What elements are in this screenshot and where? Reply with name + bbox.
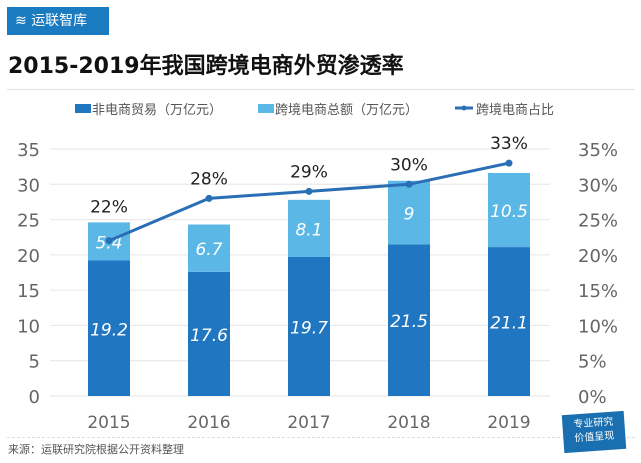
- title-divider: [7, 89, 635, 90]
- bar-ecom: [388, 180, 430, 245]
- legend-label: 跨境电商总额（万亿元）: [275, 103, 418, 118]
- bar-non-ecom: [188, 271, 230, 396]
- bar-ecom: [188, 224, 230, 272]
- y-tick-label: 30: [17, 175, 40, 196]
- share-point: [105, 237, 113, 245]
- y-tick-label: 5: [29, 352, 40, 373]
- legend-label: 跨境电商占比: [476, 103, 554, 118]
- data-label-non-ecom: 19.2: [90, 320, 128, 340]
- x-tick-label: 2018: [387, 413, 430, 433]
- data-label-non-ecom: 21.1: [490, 314, 528, 334]
- y-tick-label: 15: [17, 281, 40, 302]
- y2-tick-label: 20%: [578, 246, 618, 267]
- chart-title: 2015-2019年我国跨境电商外贸渗透率: [8, 54, 404, 79]
- bar-non-ecom: [388, 244, 430, 396]
- brand-logo: ≋ 运联智库: [7, 7, 109, 35]
- share-label: 33%: [490, 134, 528, 154]
- y-tick-label: 10: [17, 316, 40, 337]
- bar-non-ecom: [488, 247, 530, 396]
- y-tick-label: 35: [17, 140, 40, 161]
- data-label-non-ecom: 21.5: [390, 312, 428, 332]
- y2-tick-label: 15%: [578, 281, 618, 302]
- y2-tick-label: 30%: [578, 175, 618, 196]
- share-label: 30%: [390, 155, 428, 175]
- source-note: 来源：运联研究院根据公开资料整理: [8, 443, 184, 456]
- data-label-ecom: 9: [404, 205, 415, 225]
- y-tick-label: 25: [17, 211, 40, 232]
- y2-tick-label: 5%: [578, 352, 607, 373]
- data-label-ecom: 8.1: [295, 220, 322, 240]
- legend-marker: [461, 105, 467, 111]
- bar-non-ecom: [288, 256, 330, 396]
- x-tick-label: 2016: [187, 413, 230, 433]
- y-tick-label: 20: [17, 246, 40, 267]
- legend-swatch: [258, 104, 274, 113]
- stamp-line: 价值呈现: [574, 430, 615, 445]
- bar-ecom: [488, 172, 530, 248]
- data-label-non-ecom: 19.7: [290, 318, 328, 338]
- y2-tick-label: 35%: [578, 140, 618, 161]
- share-point: [205, 194, 213, 202]
- share-label: 28%: [190, 169, 228, 189]
- data-label-non-ecom: 17.6: [190, 326, 228, 346]
- source-divider: [7, 437, 635, 438]
- logo-icon: ≋: [15, 13, 32, 29]
- bar-non-ecom: [88, 260, 130, 396]
- share-label: 29%: [290, 162, 328, 182]
- legend-swatch: [75, 104, 91, 113]
- share-point: [505, 159, 513, 167]
- y2-tick-label: 25%: [578, 211, 618, 232]
- brand-name: 运联智库: [31, 13, 88, 29]
- bar-ecom: [288, 199, 330, 257]
- share-label: 22%: [90, 198, 128, 218]
- y2-tick-label: 10%: [578, 316, 618, 337]
- data-label-ecom: 6.7: [195, 240, 222, 260]
- x-tick-label: 2015: [87, 413, 130, 433]
- y-tick-label: 0: [29, 387, 40, 408]
- y2-tick-label: 0%: [578, 387, 607, 408]
- x-tick-label: 2019: [487, 413, 530, 433]
- stamp-badge: 专业研究 价值呈现: [561, 410, 627, 454]
- data-label-ecom: 10.5: [490, 202, 528, 222]
- share-point: [305, 187, 313, 195]
- share-point: [405, 180, 413, 188]
- legend-label: 非电商贸易（万亿元）: [92, 103, 222, 118]
- x-tick-label: 2017: [287, 413, 330, 433]
